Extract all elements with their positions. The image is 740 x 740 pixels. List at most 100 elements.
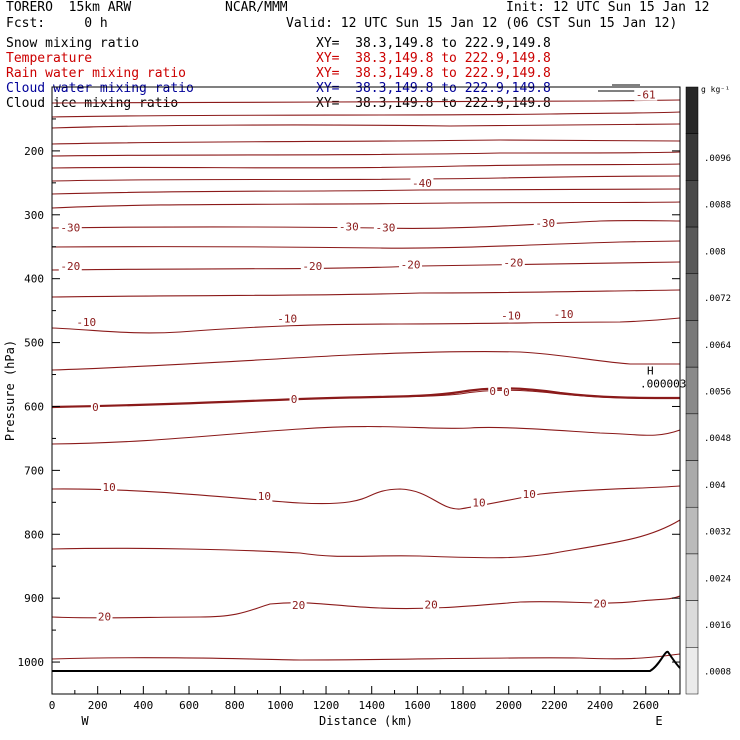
contour-label: -10 [277, 312, 297, 325]
colorbar-segment [685, 366, 699, 415]
contour-label-bg [501, 256, 525, 269]
colorbar-segment [685, 320, 699, 368]
isotherm-line [51, 351, 680, 371]
y-tick-label: 600 [24, 400, 44, 413]
x-tick-label: 1600 [404, 699, 431, 712]
x-axis-right-end-label: E [655, 714, 662, 728]
colorbar-segment [685, 600, 699, 648]
contour-label: -40 [412, 177, 432, 190]
contour-label: -10 [554, 308, 574, 321]
contour-label: 10 [258, 490, 271, 503]
contour-label: 10 [523, 488, 536, 501]
contour-label-bg [501, 385, 511, 398]
contour-label: 20 [424, 599, 437, 612]
contour-label: -20 [60, 260, 80, 273]
contour-label-bg [410, 176, 434, 189]
colorbar-tick-label: .0016 [704, 621, 731, 631]
isotherm-line [51, 485, 681, 510]
x-tick-label: 2200 [541, 699, 568, 712]
forecast-hour: Fcst: 0 h [6, 16, 108, 31]
high-marker-value: .0000037 [640, 378, 693, 391]
contour-label-bg [74, 316, 98, 329]
contour-label: -30 [535, 217, 555, 230]
isotherm-line [51, 240, 681, 249]
field-label: Temperature [6, 51, 93, 66]
contour-label-bg [58, 221, 82, 234]
contour-label-bg [275, 312, 299, 325]
isotherm-line [51, 317, 681, 334]
isotherm-line [51, 163, 681, 169]
y-tick-label: 300 [24, 209, 44, 222]
x-tick-label: 1400 [358, 699, 385, 712]
isotherm-line [51, 519, 681, 559]
colorbar-tick-label: .0088 [704, 201, 731, 211]
colorbar-segment [685, 86, 699, 134]
contour-label: 0 [92, 401, 99, 414]
y-tick-label: 400 [24, 273, 44, 286]
colorbar-segment [685, 180, 699, 228]
contour-label-bg [521, 488, 538, 501]
x-tick-label: 200 [88, 699, 108, 712]
contour-label-bg [256, 489, 273, 502]
contour-label-bg [552, 307, 576, 320]
terrain-line [52, 650, 681, 672]
contour-label: 20 [98, 611, 111, 624]
x-tick-label: 2000 [495, 699, 522, 712]
isotherm-line [51, 99, 681, 104]
field-label: Snow mixing ratio [6, 36, 140, 51]
high-marker-label: H [647, 365, 654, 378]
contour-label-bg [499, 309, 523, 322]
contour-label-bg [533, 217, 557, 230]
contour-label-bg [337, 220, 361, 233]
isotherm-line [51, 175, 681, 182]
isotherm-line [51, 261, 681, 271]
contour-label: -61 [636, 89, 656, 102]
isotherm-line [51, 289, 681, 298]
contour-label: -20 [302, 260, 322, 273]
colorbar-segment [685, 647, 699, 695]
colorbar-tick-label: .0096 [704, 154, 731, 164]
colorbar-segment [685, 273, 699, 321]
colorbar-tick-label: .0048 [704, 434, 731, 444]
x-tick-label: 600 [179, 699, 199, 712]
zero-degree-isotherm [51, 387, 681, 409]
colorbar-segment [685, 506, 699, 555]
colorbar-unit: g kg⁻¹ [701, 85, 730, 94]
contour-label-bg [399, 258, 423, 271]
contour-label: -30 [60, 222, 80, 235]
field-label: Rain water mixing ratio [6, 66, 187, 81]
field-xy-range: XY= 38.3,149.8 to 222.9,149.8 [316, 81, 551, 96]
field-xy-range: XY= 38.3,149.8 to 222.9,149.8 [316, 51, 551, 66]
colorbar-tick-label: .0056 [704, 388, 731, 398]
isotherm-line [51, 111, 681, 118]
colorbar-segment [685, 553, 699, 601]
field-label: Cloud water mixing ratio [6, 81, 194, 96]
contour-label-bg [423, 598, 440, 611]
contour-label-bg [300, 259, 324, 272]
x-tick-label: 2600 [632, 699, 659, 712]
y-tick-label: 1000 [18, 656, 45, 669]
x-tick-label: 0 [49, 699, 56, 712]
isotherm-line [51, 201, 681, 209]
colorbar-tick-label: .0064 [704, 341, 731, 351]
contour-label-bg [101, 480, 118, 493]
init-time: Init: 12 UTC Sun 15 Jan 12 [506, 0, 710, 15]
contour-label-bg [471, 496, 488, 509]
isotherm-line [51, 653, 681, 661]
contour-label: 10 [102, 481, 115, 494]
contour-label-bg [289, 392, 299, 405]
colorbar-segment [685, 460, 699, 508]
colorbar-tick-label: .008 [704, 247, 726, 257]
colorbar-segment [685, 413, 699, 461]
isotherm-line [51, 220, 681, 229]
contour-label-bg [58, 259, 82, 272]
field-label: Cloud ice mixing ratio [6, 96, 179, 111]
colorbar-tick-label: .0024 [704, 574, 731, 584]
org-name: NCAR/MMM [225, 0, 288, 15]
plot-frame [51, 86, 681, 695]
x-tick-label: 800 [225, 699, 245, 712]
contour-label: 0 [489, 385, 496, 398]
contour-label: 0 [503, 386, 510, 399]
x-tick-label: 1000 [267, 699, 294, 712]
